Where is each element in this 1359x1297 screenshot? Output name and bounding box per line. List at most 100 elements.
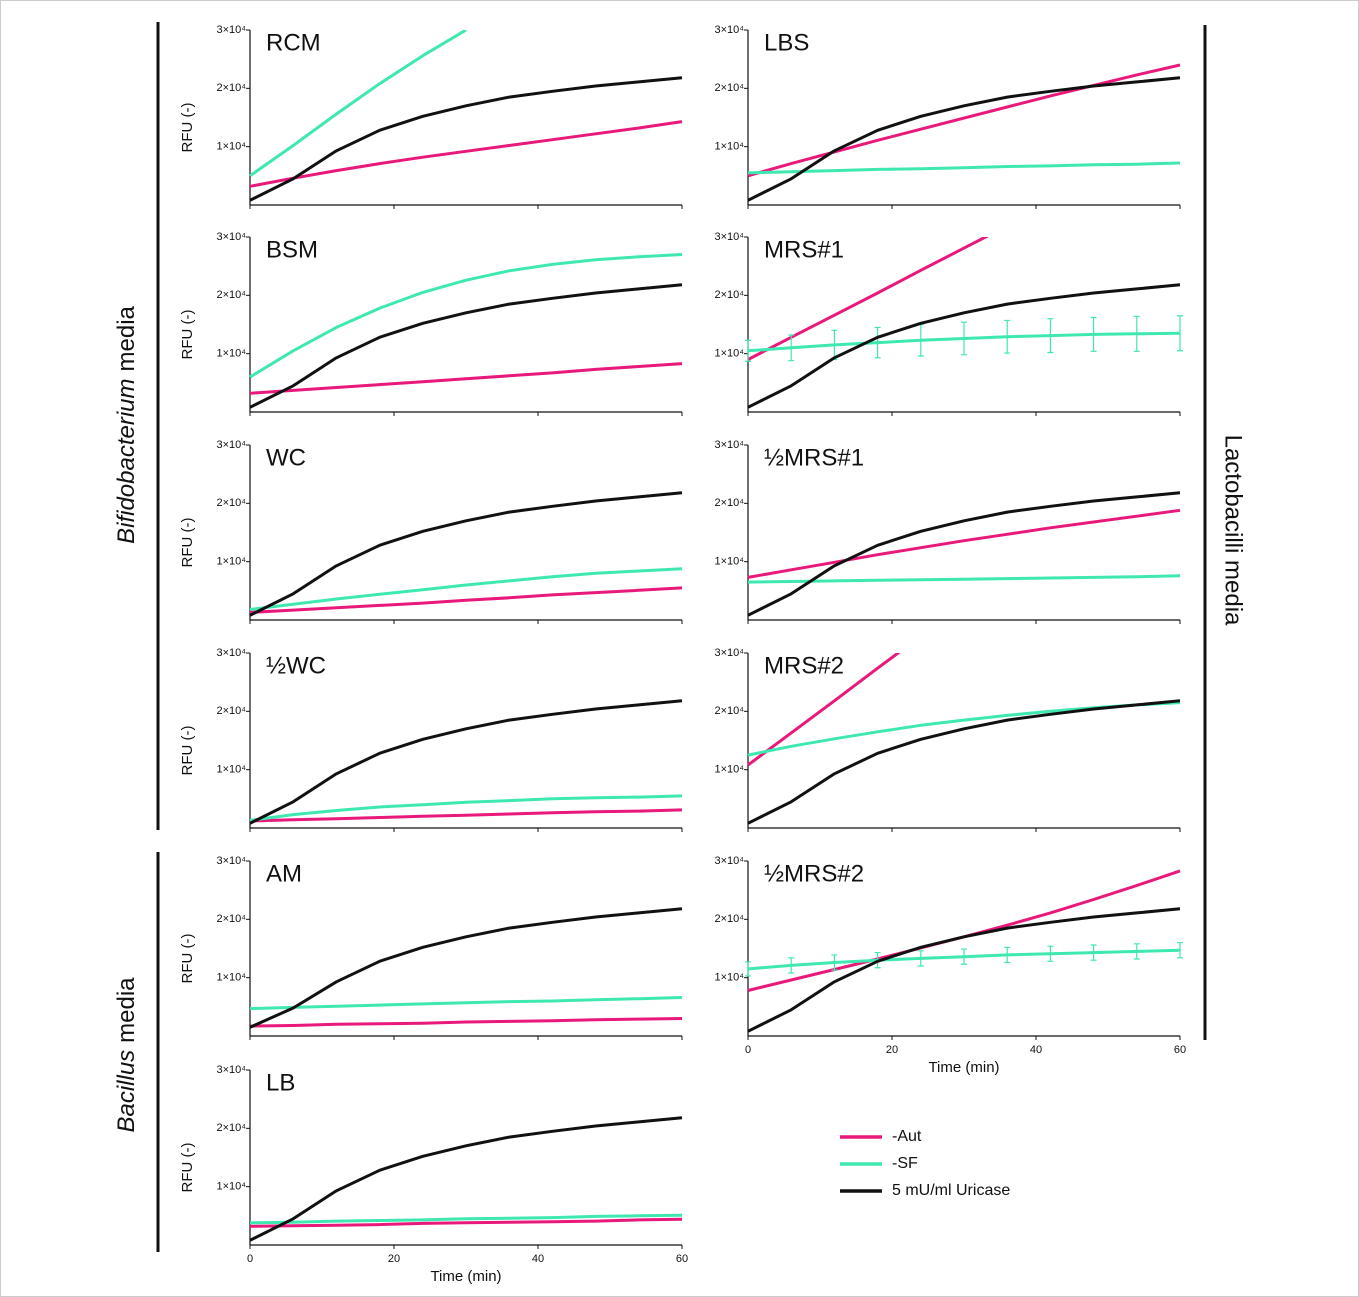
panel: 1×10⁴ 2×10⁴ 3×10⁴ RFU (-) ½WC -Aut-SF5 mU/ml … bbox=[179, 647, 683, 832]
series-line: 5 mU/ml Uricase bbox=[747, 283, 1181, 409]
y-tick-label: 3×10⁴ bbox=[216, 647, 246, 659]
y-tick-label: 1×10⁴ bbox=[216, 348, 246, 360]
error-bar bbox=[961, 948, 967, 965]
y-tick-label: 2×10⁴ bbox=[714, 82, 744, 94]
y-tick-label: 1×10⁴ bbox=[714, 764, 744, 776]
y-tick-label: 2×10⁴ bbox=[216, 289, 246, 301]
panel: 1×10⁴ 2×10⁴ 3×10⁴ 0 20 40 60 Time (min) RFU (-) L… bbox=[179, 1064, 688, 1285]
x-tick-label: 60 bbox=[1174, 1044, 1186, 1056]
y-axis-label: RFU (-) bbox=[179, 726, 196, 776]
y-tick-label: 2×10⁴ bbox=[216, 497, 246, 509]
error-bar bbox=[1177, 315, 1183, 352]
group-label-italic: Bacillus bbox=[113, 1050, 140, 1133]
y-tick-label: 2×10⁴ bbox=[216, 913, 246, 925]
y-axis-label: RFU (-) bbox=[179, 310, 196, 360]
y-tick-label: 3×10⁴ bbox=[714, 24, 744, 36]
y-tick-label: 2×10⁴ bbox=[714, 705, 744, 717]
error-bar bbox=[745, 961, 751, 977]
panel-title: MRS#2 bbox=[764, 652, 844, 679]
plot-area: -Aut-SF5 mU/ml Uricase bbox=[745, 237, 1183, 409]
series-line: 5 mU/ml Uricase bbox=[249, 491, 683, 617]
y-axis-label: RFU (-) bbox=[179, 1143, 196, 1193]
error-bar bbox=[831, 954, 838, 971]
series-line: -Aut bbox=[747, 653, 901, 767]
series-line: 5 mU/ml Uricase bbox=[747, 699, 1181, 825]
y-tick-label: 3×10⁴ bbox=[216, 439, 246, 451]
panel: 1×10⁴ 2×10⁴ 3×10⁴ LBS -Aut-SF5 mU/ml Uricase bbox=[714, 24, 1181, 209]
y-tick-label: 1×10⁴ bbox=[714, 556, 744, 568]
error-bar bbox=[1047, 318, 1054, 354]
x-tick-label: 20 bbox=[886, 1044, 898, 1056]
y-tick-label: 1×10⁴ bbox=[216, 556, 246, 568]
series-line: -SF bbox=[249, 1213, 683, 1225]
series-line: -SF bbox=[249, 996, 683, 1011]
panel-title: LB bbox=[266, 1069, 295, 1096]
series-line: -Aut bbox=[747, 508, 1181, 579]
group-label: Bacillus media bbox=[113, 977, 140, 1133]
y-tick-label: 3×10⁴ bbox=[216, 24, 246, 36]
error-bar bbox=[745, 339, 751, 362]
group-label-italic: Bifidobacterium bbox=[113, 378, 140, 543]
panel-title: ½WC bbox=[266, 652, 326, 679]
panel-title: ½MRS#2 bbox=[764, 860, 864, 887]
error-bar bbox=[1004, 319, 1011, 354]
series-line: 5 mU/ml Uricase bbox=[747, 491, 1181, 617]
y-tick-label: 3×10⁴ bbox=[714, 855, 744, 867]
group-label-text: media bbox=[113, 305, 140, 371]
series-line: 5 mU/ml Uricase bbox=[747, 76, 1181, 202]
y-tick-label: 3×10⁴ bbox=[216, 231, 246, 243]
legend: -Aut -SF 5 mU/ml Uricase bbox=[840, 1128, 1010, 1199]
series-line: -Aut bbox=[249, 1217, 683, 1228]
x-axis-label: Time (min) bbox=[928, 1059, 999, 1076]
panel-title: AM bbox=[266, 860, 302, 887]
panel: 1×10⁴ 2×10⁴ 3×10⁴ MRS#1-Aut-SF5 mU/ml Urica… bbox=[714, 231, 1183, 416]
legend-label: -SF bbox=[892, 1155, 918, 1172]
error-bar bbox=[917, 950, 924, 967]
series-line: 5 mU/ml Uricase bbox=[249, 76, 683, 202]
panel: 1×10⁴ 2×10⁴ 3×10⁴ ½MRS#1 -Aut-SF5 mU/ml Uric… bbox=[714, 439, 1181, 624]
y-tick-label: 2×10⁴ bbox=[216, 705, 246, 717]
y-axis-label: RFU (-) bbox=[179, 518, 196, 568]
series-line: -SF bbox=[747, 574, 1181, 584]
panel-title: WC bbox=[266, 444, 306, 471]
panel-title: ½MRS#1 bbox=[764, 444, 864, 471]
plot-area: -Aut-SF5 mU/ml Uricase bbox=[747, 653, 1181, 825]
error-bar bbox=[874, 326, 881, 359]
panel: 1×10⁴ 2×10⁴ 3×10⁴ MRS#2-Aut-SF5 mU/ml Urica… bbox=[714, 647, 1181, 832]
y-tick-label: 3×10⁴ bbox=[216, 1064, 246, 1076]
panel: 1×10⁴ 2×10⁴ 3×10⁴ 0 20 40 60 Time (min) ½MRS#2-A… bbox=[714, 855, 1186, 1076]
plot-area: -Aut-SF5 mU/ml Uricase bbox=[249, 491, 683, 617]
panel: 1×10⁴ 2×10⁴ 3×10⁴ RFU (-) WC -Aut-SF5 mU/ml U… bbox=[179, 439, 683, 624]
plot-area: -Aut-SF5 mU/ml Uricase bbox=[249, 30, 683, 202]
y-tick-label: 3×10⁴ bbox=[216, 855, 246, 867]
plot-area: -Aut-SF5 mU/ml Uricase bbox=[747, 491, 1181, 617]
series-line: 5 mU/ml Uricase bbox=[249, 907, 683, 1029]
y-tick-label: 1×10⁴ bbox=[714, 348, 744, 360]
plot-area: -Aut -SF5 mU/ml Uricase bbox=[249, 907, 683, 1029]
series-line: -Aut bbox=[249, 362, 683, 395]
series-line: -Aut bbox=[249, 1017, 683, 1028]
x-tick-label: 0 bbox=[745, 1044, 751, 1056]
y-tick-label: 3×10⁴ bbox=[714, 647, 744, 659]
error-bar bbox=[1177, 942, 1183, 959]
y-tick-label: 3×10⁴ bbox=[714, 439, 744, 451]
plot-area: -Aut-SF5 mU/ml Uricase bbox=[747, 63, 1181, 202]
plot-area: -Aut-SF5 mU/ml Uricase bbox=[249, 699, 683, 825]
x-tick-label: 20 bbox=[388, 1253, 400, 1265]
y-tick-label: 1×10⁴ bbox=[714, 141, 744, 153]
error-bar bbox=[1133, 315, 1140, 352]
series-line: -SF bbox=[249, 30, 467, 178]
error-bar bbox=[1004, 946, 1011, 964]
error-bar bbox=[1090, 316, 1097, 352]
series-line: -SF bbox=[249, 567, 683, 611]
y-tick-label: 2×10⁴ bbox=[714, 497, 744, 509]
x-tick-label: 60 bbox=[676, 1253, 688, 1265]
series-line: -Aut bbox=[249, 120, 683, 188]
legend-label: 5 mU/ml Uricase bbox=[892, 1182, 1010, 1199]
group-label: Lactobacilli media bbox=[1220, 435, 1247, 626]
series-line: -Aut bbox=[249, 586, 683, 614]
error-bar bbox=[1133, 943, 1140, 960]
panel-title: LBS bbox=[764, 29, 809, 56]
